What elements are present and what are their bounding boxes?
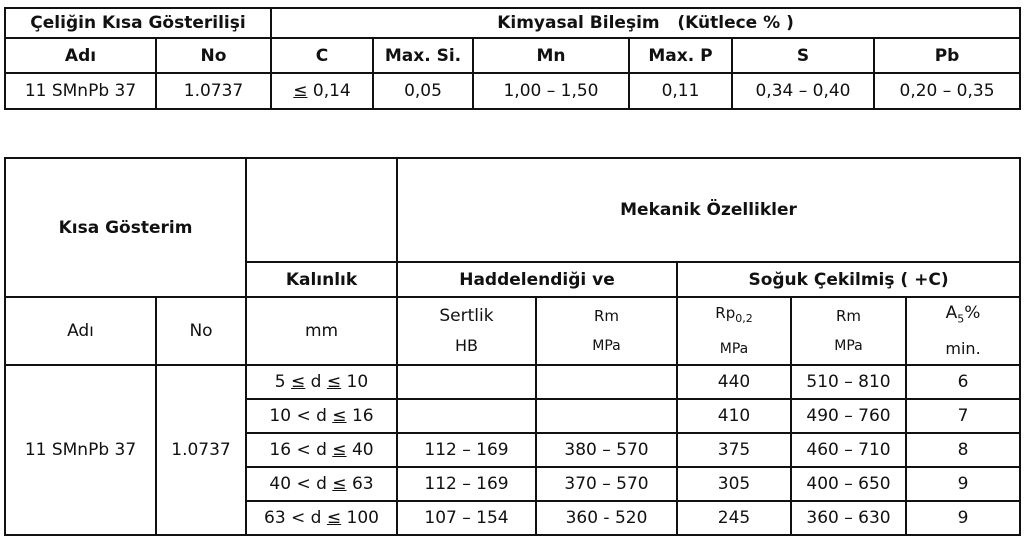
cell-p: 0,11 [628,72,733,110]
chemical-composition-header: Kimyasal Bileşim (Kütlece % ) [269,7,1022,39]
cell-rp: 245 [676,500,792,537]
mechanical-properties-header: Mekanik Özellikler [395,157,1022,263]
cell-thickness: 40 < d ≤ 63 [245,466,398,503]
short-designation-header: Kısa Gösterim [4,157,247,298]
col-header-si: Max. Si. [372,37,474,74]
cell-hb [396,364,537,401]
rm-unit: MPa [834,338,863,355]
a-subscript: 5 [957,312,965,326]
rm-cold-subheader: Rm MPa [790,295,907,367]
table-row: 63 < d ≤ 100 107 – 154 360 - 520 245 360 – 6… [5,500,1022,537]
table-row: 40 < d ≤ 63 112 – 169 370 – 570 305 400 – 65… [5,466,1022,503]
table-row: 11 SMnPb 37 1.0737 5 ≤ d ≤ 10 440 510 – 810 6 [4,364,1022,537]
hardness-subheader: Sertlik HB [396,295,537,367]
a5-label: A5% [907,298,1019,334]
rm-unit: MPa [592,338,621,355]
cell-hb [396,398,537,435]
steel-designation-header: Çeliğin Kısa Gösterilişi [4,7,272,39]
a-suffix: % [964,303,981,323]
table-row: 10 < d ≤ 16 410 490 – 760 7 [5,398,1022,435]
mechanical-properties-table: Kısa Gösterim Mekanik Özellikler Kalınlı… [4,157,1022,537]
a5-unit: min. [945,339,981,359]
rm-label: Rm [593,307,620,326]
cell-si: 0,05 [372,72,474,110]
empty-header-cell [245,157,398,263]
hardness-unit: HB [454,336,478,356]
col-header-name: Adı [4,37,157,74]
chemical-composition-table: Çeliğin Kısa Gösterilişi Kimyasal Bileşi… [4,7,1022,110]
cell-a5: 9 [904,466,1022,503]
col-header-pb: Pb [872,37,1022,74]
rp-subscript: 0,2 [735,312,753,326]
thickness-header: Kalınlık [245,261,398,298]
rm-rolled-subheader: Rm MPa [535,295,678,367]
a-text: A [945,303,958,323]
col-header-no: No [155,37,272,74]
name-subheader: Adı [4,295,157,367]
cell-rm-rolled: 370 – 570 [535,466,678,503]
cell-hb: 112 – 169 [396,466,537,503]
cell-a5: 8 [904,432,1022,469]
hardness-label: Sertlik [439,306,494,327]
cell-rp: 305 [676,466,792,503]
cell-c: ≤ 0,14 [270,72,374,110]
table-row: 11 SMnPb 37 1.0737 ≤ 0,14 0,05 1,00 – 1,… [4,72,1022,110]
rolled-header: Haddelendiği ve [396,261,678,298]
col-header-p: Max. P [628,37,733,74]
cell-rm-cold: 400 – 650 [790,466,907,503]
cell-hb: 112 – 169 [396,432,537,469]
rp-text: Rp [715,304,736,323]
cell-pb: 0,20 – 0,35 [872,72,1022,110]
cell-name: 11 SMnPb 37 [4,364,157,537]
cell-rm-cold: 510 – 810 [790,364,907,401]
cold-drawn-header: Soğuk Çekilmiş ( +C) [675,261,1022,298]
cell-rp: 440 [676,364,792,401]
rp-subheader: Rp0,2 MPa [676,295,792,367]
cell-thickness: 63 < d ≤ 100 [245,500,398,537]
col-header-mn: Mn [472,37,630,74]
cell-hb: 107 – 154 [396,500,537,537]
cell-a5: 7 [904,398,1022,435]
cell-name: 11 SMnPb 37 [4,72,157,110]
mm-subheader: mm [245,295,398,367]
cell-rp: 410 [676,398,792,435]
cell-s: 0,34 – 0,40 [731,72,875,110]
rm-label: Rm [835,307,862,326]
cell-thickness: 10 < d ≤ 16 [245,398,398,435]
cell-a5: 9 [904,500,1022,537]
cell-mn: 1,00 – 1,50 [472,72,630,110]
cell-no: 1.0737 [155,72,272,110]
cell-thickness: 5 ≤ d ≤ 10 [245,364,398,401]
elongation-subheader: A5% min. [904,295,1022,367]
rp-unit: MPa [719,341,749,358]
cell-rm-rolled: 380 – 570 [535,432,678,469]
cell-rm-rolled [535,364,678,401]
cell-no: 1.0737 [155,364,247,537]
cell-rm-cold: 460 – 710 [790,432,907,469]
col-header-c: C [270,37,374,74]
no-subheader: No [155,295,247,367]
cell-rm-cold: 490 – 760 [790,398,907,435]
cell-thickness: 16 < d ≤ 40 [245,432,398,469]
table-row: 16 < d ≤ 40 112 – 169 380 – 570 375 460 – 71… [5,432,1022,469]
col-header-s: S [731,37,875,74]
cell-rm-rolled [535,398,678,435]
cell-rp: 375 [676,432,792,469]
cell-rm-cold: 360 – 630 [790,500,907,537]
cell-a5: 6 [904,364,1022,401]
cell-rm-rolled: 360 - 520 [535,500,678,537]
rp-label: Rp0,2 [678,298,790,334]
